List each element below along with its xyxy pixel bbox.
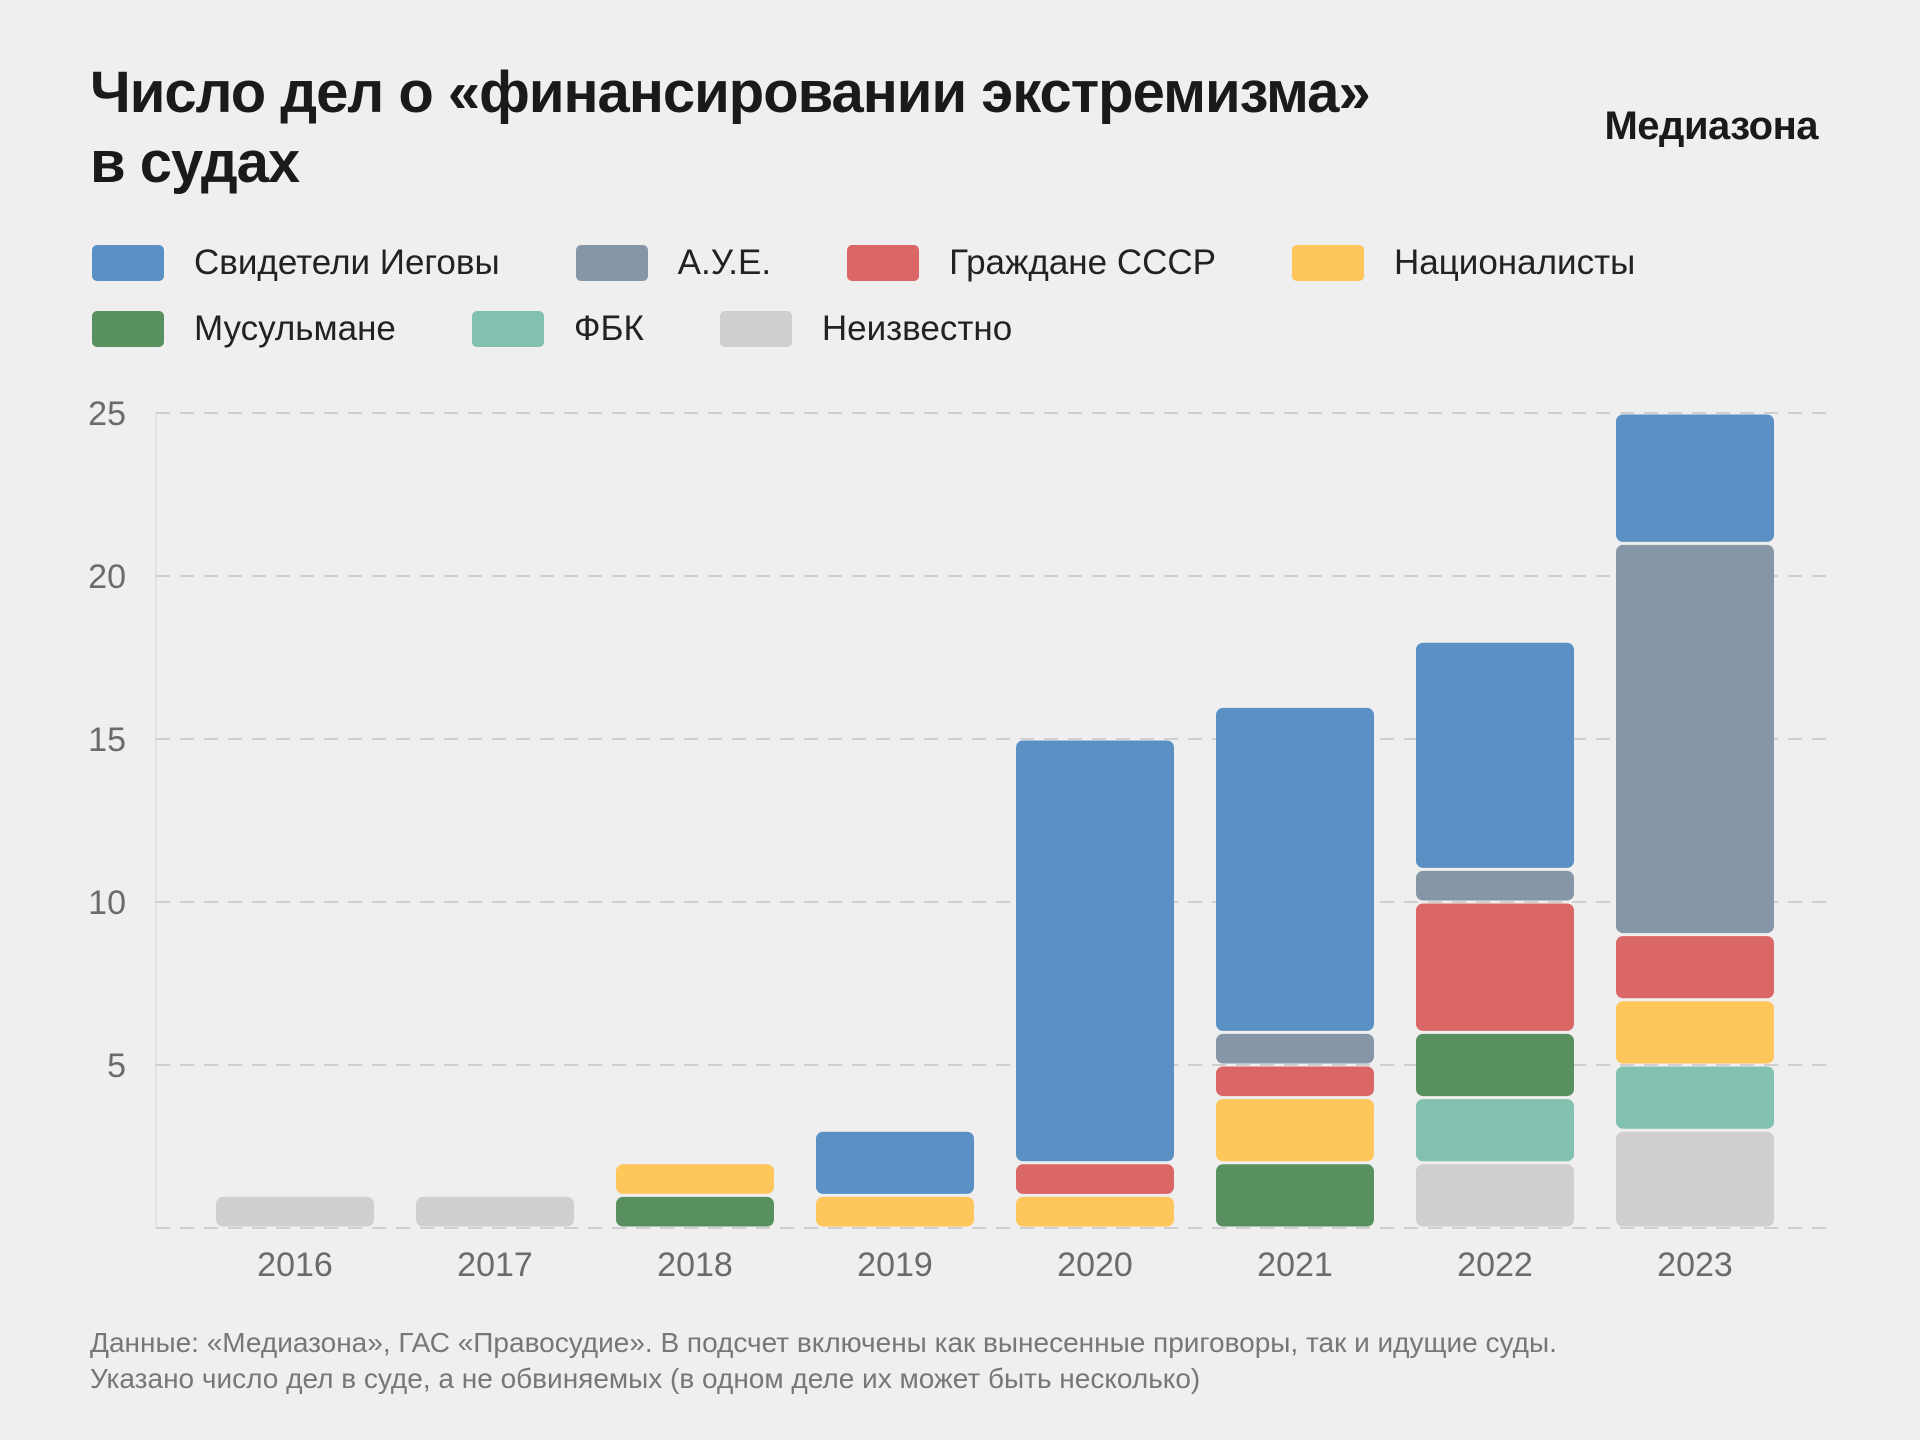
x-tick-label: 2016 xyxy=(257,1246,333,1284)
bar-segment xyxy=(1416,903,1574,1031)
legend-label: Граждане СССР xyxy=(949,243,1216,282)
bar-segment xyxy=(816,1196,974,1227)
x-tick-label: 2022 xyxy=(1457,1246,1533,1284)
legend-item: А.У.Е. xyxy=(575,243,772,283)
bar-segment xyxy=(1016,1164,1174,1194)
bar-segment xyxy=(1216,1066,1374,1097)
chart-title-line1: Число дел о «финансировании экстремизма» xyxy=(90,60,1371,125)
legend-item: Мусульмане xyxy=(92,309,396,349)
bar-segment xyxy=(1616,1066,1774,1129)
bar-segment xyxy=(1616,414,1774,542)
bar-segment xyxy=(1616,936,1774,999)
source-note-line1: Данные: «Медиазона», ГАС «Правосудие». В… xyxy=(90,1327,1557,1358)
legend-label: Мусульмане xyxy=(194,309,396,348)
bar-segment xyxy=(1216,1164,1374,1227)
bar-segment xyxy=(1416,1099,1574,1162)
x-tick-label: 2020 xyxy=(1057,1246,1133,1284)
legend-label: А.У.Е. xyxy=(677,243,772,282)
legend-item: Неизвестно xyxy=(719,309,1013,349)
stacked-bar-chart: 5 10 15 20 25 2016 2017 2018 2019 2020 2021 2022 202… xyxy=(88,395,1830,1284)
x-tick-label: 2019 xyxy=(857,1246,933,1284)
x-tick-label: 2017 xyxy=(457,1246,533,1284)
legend-item: Свидетели Иеговы xyxy=(92,243,500,283)
source-note-line2: Указано число дел в суде, а не обвиняемы… xyxy=(90,1363,1201,1394)
chart-title: Число дел о «финансировании экстремизма»… xyxy=(90,58,1490,198)
bar-segment xyxy=(1216,1033,1374,1064)
legend-label: Националисты xyxy=(1394,243,1636,282)
bar-segment xyxy=(1616,1131,1774,1227)
bar-segment xyxy=(616,1164,774,1194)
source-note: Данные: «Медиазона», ГАС «Правосудие». В… xyxy=(90,1325,1557,1397)
legend-swatch xyxy=(575,245,648,281)
bar-segment xyxy=(1416,642,1574,868)
bar-segment xyxy=(816,1131,974,1194)
legend-swatch xyxy=(471,311,544,347)
bar-segment xyxy=(616,1196,774,1227)
legend-label: Свидетели Иеговы xyxy=(194,243,500,282)
y-tick-label: 25 xyxy=(88,395,126,433)
brand-logo: Медиазона xyxy=(1604,104,1818,148)
bar-segment xyxy=(1216,707,1374,1031)
y-tick-label: 5 xyxy=(107,1047,126,1085)
bar-segment xyxy=(1616,544,1774,934)
legend-label: ФБК xyxy=(573,309,644,348)
legend-swatch xyxy=(1292,245,1364,281)
bar-segment xyxy=(1016,1196,1174,1227)
y-tick-label: 20 xyxy=(88,558,126,596)
bar-segment xyxy=(1416,1033,1574,1097)
bar-segment xyxy=(1616,1001,1774,1064)
x-tick-label: 2023 xyxy=(1657,1246,1733,1284)
legend-item: ФБК xyxy=(471,309,644,349)
y-tick-label: 10 xyxy=(88,884,126,922)
bar-segment xyxy=(1416,870,1574,901)
bar-segment xyxy=(416,1196,574,1227)
legend-swatch xyxy=(847,245,920,281)
legend: Свидетели Иеговы А.У.Е. Граждане СССР Нацио… xyxy=(92,230,1852,362)
legend-swatch xyxy=(92,245,164,281)
legend-row-1: Свидетели Иеговы А.У.Е. Граждане СССР Нацио… xyxy=(92,230,1852,296)
bar-segment xyxy=(216,1196,374,1227)
x-tick-label: 2018 xyxy=(657,1246,733,1284)
legend-row-2: Мусульмане ФБК Неизвестно xyxy=(92,296,1852,362)
legend-item: Националисты xyxy=(1292,243,1635,283)
legend-swatch xyxy=(719,311,792,347)
bar-segment xyxy=(1216,1099,1374,1162)
legend-label: Неизвестно xyxy=(821,309,1013,348)
legend-item: Граждане СССР xyxy=(847,243,1216,283)
bar-segment xyxy=(1416,1164,1574,1227)
bar-segment xyxy=(1016,740,1174,1162)
legend-swatch xyxy=(92,311,164,347)
chart-title-line2: в судах xyxy=(90,130,300,195)
x-tick-label: 2021 xyxy=(1257,1246,1333,1284)
y-tick-label: 15 xyxy=(88,721,126,759)
